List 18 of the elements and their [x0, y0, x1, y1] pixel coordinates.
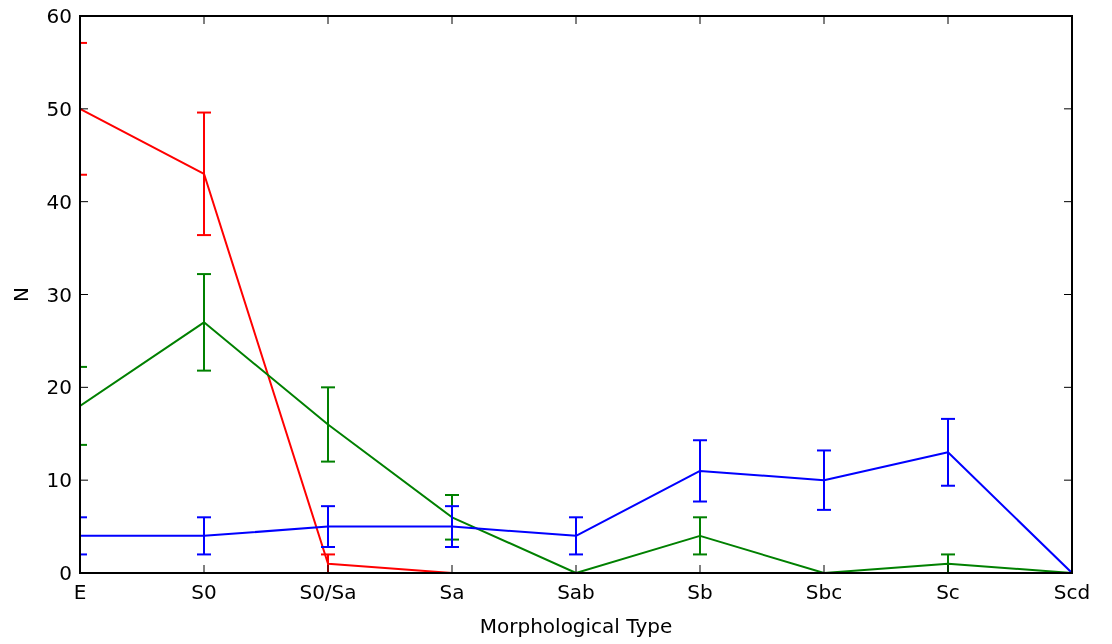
y-tick-label: 20 — [46, 375, 72, 400]
x-tick-label: Sa — [439, 580, 465, 604]
y-tick-label: 0 — [59, 561, 72, 585]
y-tick-label: 30 — [46, 282, 72, 307]
x-tick-label: Sb — [687, 580, 713, 604]
y-tick-label: 60 — [46, 4, 72, 28]
y-tick-label: 50 — [46, 96, 72, 121]
x-tick-label: Sab — [557, 580, 595, 604]
x-tick-label: Scd — [1053, 580, 1091, 604]
y-tick-label: 40 — [46, 189, 72, 214]
y-axis-title: N — [9, 287, 33, 302]
x-axis-title: Morphological Type — [479, 614, 673, 638]
x-tick-label: Sc — [936, 580, 960, 604]
x-tick-label: E — [73, 580, 87, 604]
x-tick-label: S0 — [191, 580, 217, 604]
x-tick-label: S0/Sa — [299, 580, 357, 604]
x-tick-label: Sbc — [805, 580, 843, 604]
y-tick-label: 10 — [46, 468, 72, 493]
